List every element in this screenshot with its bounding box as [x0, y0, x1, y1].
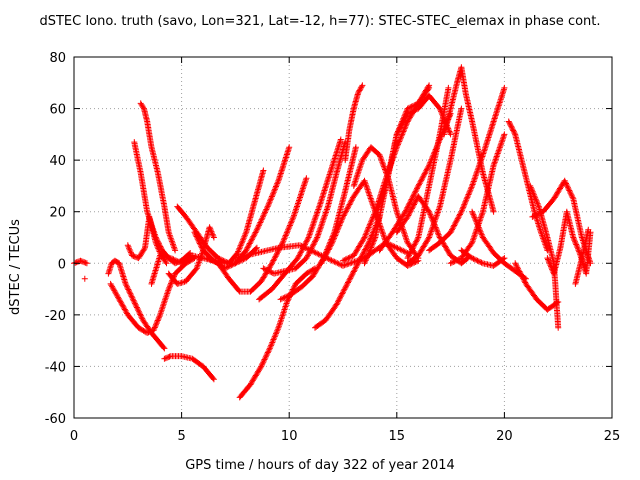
series-29: [404, 105, 465, 267]
x-tick-label: 20: [496, 429, 513, 444]
series-4-markers: [161, 353, 217, 383]
series-4: [161, 353, 217, 383]
y-tick-label: -20: [45, 309, 66, 324]
x-tick-label: 5: [177, 429, 185, 444]
axis-ticks: 0 5 10 15 20 25 -60 -40 -20 0 20 40 60 80: [45, 51, 621, 444]
y-tick-label: -40: [45, 360, 66, 375]
series-7-markers: [131, 139, 194, 267]
series-3: [105, 257, 168, 352]
y-tick-label: -60: [45, 412, 66, 427]
series-39: [544, 208, 594, 277]
series-3-markers: [105, 257, 168, 352]
series-13: [204, 175, 310, 295]
series-11: [165, 224, 217, 287]
series-7: [131, 139, 194, 267]
series-19-markers: [342, 82, 366, 164]
series-18-markers: [312, 213, 383, 331]
series-40: [572, 226, 592, 287]
series-35: [505, 118, 551, 254]
series-34: [469, 208, 529, 282]
series-29-markers: [404, 105, 465, 267]
series-31-markers: [426, 84, 508, 254]
series-11-markers: [165, 224, 217, 287]
y-tick-label: 0: [58, 257, 66, 272]
chart-title: dSTEC Iono. truth (savo, Lon=321, Lat=-1…: [39, 14, 601, 29]
series-10: [174, 167, 267, 267]
series-8: [137, 100, 179, 254]
series-10-markers: [174, 167, 267, 267]
series-8-markers: [137, 100, 179, 254]
series-36: [512, 260, 562, 313]
x-tick-label: 15: [389, 429, 406, 444]
series-2-markers: [81, 275, 88, 282]
x-tick-label: 10: [281, 429, 298, 444]
x-axis-label: GPS time / hours of day 322 of year 2014: [185, 458, 455, 473]
series-19: [342, 82, 366, 164]
series-35-markers: [505, 118, 551, 254]
data-series: [71, 64, 594, 401]
x-tick-label: 25: [604, 429, 621, 444]
y-tick-label: 80: [49, 51, 66, 66]
y-tick-label: 60: [49, 103, 66, 118]
series-39-markers: [544, 208, 594, 277]
series-36-markers: [512, 260, 562, 313]
plot-frame: [73, 56, 613, 419]
series-40-markers: [572, 226, 592, 287]
series-31: [426, 84, 508, 254]
y-tick-label: 20: [49, 206, 66, 221]
y-tick-label: 40: [49, 154, 66, 169]
series-34-markers: [469, 208, 529, 282]
y-axis-label: dSTEC / TECUs: [8, 219, 23, 315]
x-tick-label: 0: [70, 429, 78, 444]
series-2: [81, 275, 88, 282]
series-13-markers: [204, 175, 310, 295]
series-18: [312, 213, 383, 331]
